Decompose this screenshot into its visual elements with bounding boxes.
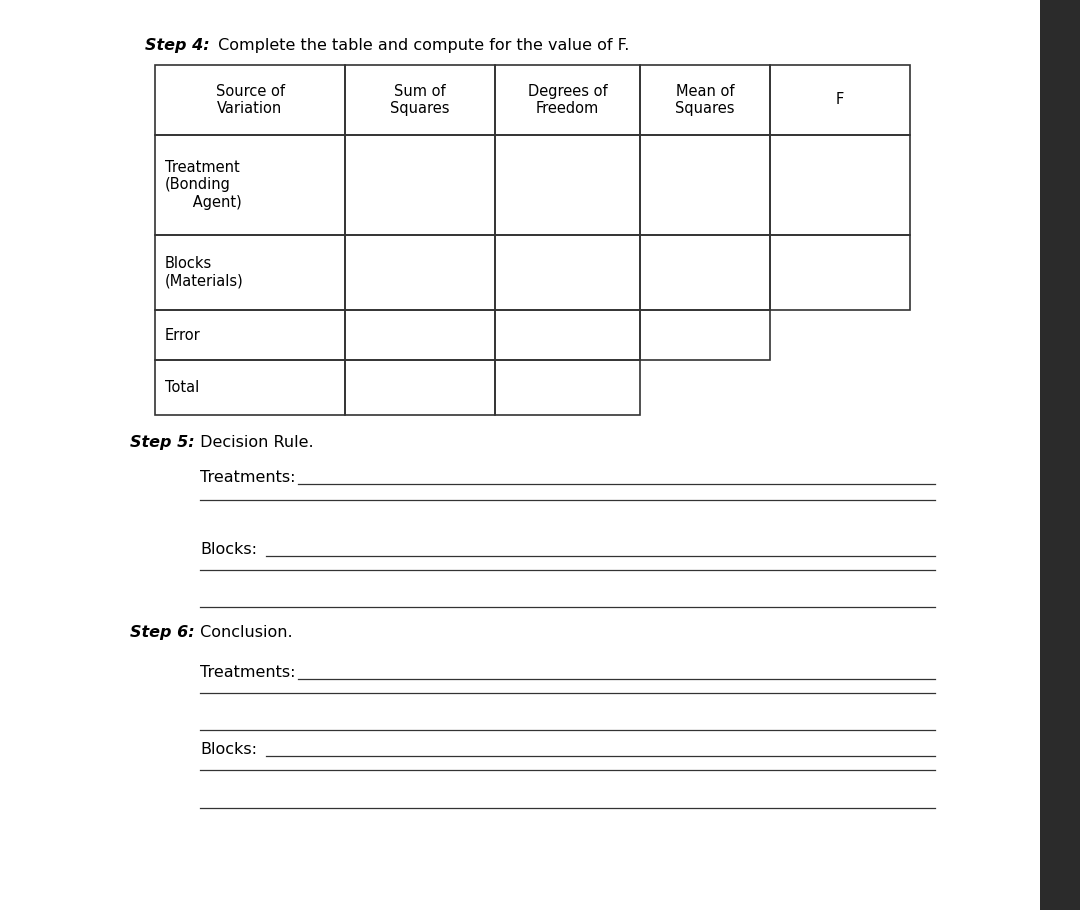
Text: Conclusion.: Conclusion. [195, 625, 293, 640]
Bar [770, 135, 910, 235]
Text: Mean of
Squares: Mean of Squares [675, 84, 734, 116]
Bar [495, 235, 640, 310]
Bar [1040, 0, 1080, 910]
Text: Treatments:: Treatments: [200, 470, 296, 485]
Bar [156, 135, 345, 235]
Bar [156, 65, 345, 135]
Bar [345, 310, 495, 360]
Text: Total: Total [165, 380, 199, 395]
Text: F: F [836, 93, 845, 107]
Text: Degrees of
Freedom: Degrees of Freedom [528, 84, 607, 116]
Text: Blocks:: Blocks: [200, 542, 257, 557]
Bar [640, 235, 770, 310]
Text: Blocks:: Blocks: [200, 742, 257, 757]
Text: Step 5:: Step 5: [130, 435, 194, 450]
Bar [156, 310, 345, 360]
Bar [640, 65, 770, 135]
Bar [345, 360, 495, 415]
Text: Treatment
(Bonding
      Agent): Treatment (Bonding Agent) [165, 160, 242, 210]
Bar [495, 65, 640, 135]
Text: Step 4:: Step 4: [145, 38, 210, 53]
Text: Decision Rule.: Decision Rule. [195, 435, 313, 450]
Text: Step 6:: Step 6: [130, 625, 194, 640]
Bar [495, 135, 640, 235]
Bar [640, 310, 770, 360]
Text: Source of
Variation: Source of Variation [216, 84, 284, 116]
Bar [156, 360, 345, 415]
Bar [770, 65, 910, 135]
Bar [156, 235, 345, 310]
Text: Blocks
(Materials): Blocks (Materials) [165, 257, 244, 288]
Text: Error: Error [165, 328, 201, 342]
Bar [495, 310, 640, 360]
Bar [495, 360, 640, 415]
Bar [770, 235, 910, 310]
Bar [345, 65, 495, 135]
Text: Treatments:: Treatments: [200, 665, 296, 680]
Bar [640, 135, 770, 235]
Text: Complete the table and compute for the value of F.: Complete the table and compute for the v… [213, 38, 630, 53]
Bar [345, 235, 495, 310]
Text: Sum of
Squares: Sum of Squares [390, 84, 449, 116]
Bar [345, 135, 495, 235]
